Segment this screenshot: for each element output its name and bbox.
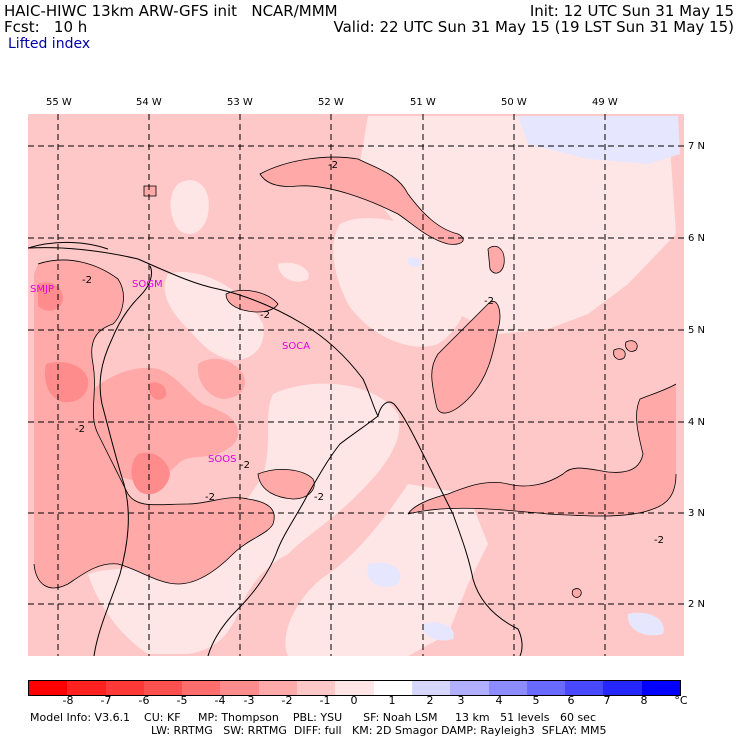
- border-suriname-guyane: [207, 415, 379, 656]
- colorbar-label: -1: [319, 694, 331, 707]
- coastline: [28, 247, 523, 656]
- border-guyana-suriname: [93, 265, 153, 656]
- colorbar-swatch: [143, 681, 183, 695]
- lon-label: 52 W: [318, 97, 344, 108]
- colorbar-label: -5: [176, 694, 188, 707]
- station-label: SMJP: [30, 284, 54, 295]
- model-info-line2: LW: RRTMG SW: RRTMG DIFF: full KM: 2D Sm…: [151, 724, 607, 737]
- contour-label: -2: [654, 535, 664, 546]
- lat-label: 4 N: [688, 417, 706, 428]
- contour-label: -2: [205, 492, 215, 503]
- colorbar-label: -2: [281, 694, 293, 707]
- model-info-line1: Model Info: V3.6.1 CU: KF MP: Thompson P…: [30, 711, 597, 724]
- lon-label: 49 W: [592, 97, 618, 108]
- lifted-index-map: [28, 114, 684, 656]
- colorbar-label: -7: [100, 694, 112, 707]
- lat-label: 6 N: [688, 233, 706, 244]
- colorbar-label: -4: [214, 694, 226, 707]
- shade-positive-regions: [367, 116, 680, 641]
- lat-label: 2 N: [688, 599, 706, 610]
- colorbar-swatch: [335, 681, 374, 695]
- colorbar-swatch: [565, 681, 604, 695]
- contour-label: -2: [328, 160, 338, 171]
- station-label: SOGM: [132, 279, 163, 290]
- colorbar-label: -8: [62, 694, 74, 707]
- lat-label: 3 N: [688, 508, 706, 519]
- contour-label: -2: [484, 296, 494, 307]
- colorbar-swatch: [297, 681, 336, 695]
- colorbar-label: -3: [243, 694, 255, 707]
- station-label: SOCA: [282, 341, 311, 352]
- colorbar-label: 4: [495, 694, 503, 707]
- colorbar-swatch: [67, 681, 106, 695]
- header-forecast-hour: Fcst: 10 h: [4, 18, 88, 36]
- header-init-time: Init: 12 UTC Sun 31 May 15: [529, 2, 734, 20]
- colorbar-swatch: [641, 681, 681, 695]
- colorbar-swatch: [29, 681, 68, 695]
- colorbar-swatch: [450, 681, 489, 695]
- shade-neg4-regions: [38, 282, 170, 495]
- colorbar-swatch: [411, 681, 451, 695]
- border-northwest: [28, 241, 109, 250]
- lon-label: 50 W: [501, 97, 527, 108]
- shade-neg3-regions: [34, 157, 676, 598]
- field-name: Lifted index: [8, 36, 91, 52]
- colorbar-swatch: [182, 681, 221, 695]
- colorbar-swatch: [373, 681, 412, 695]
- colorbar-swatch: [603, 681, 642, 695]
- colorbar-label: 0: [350, 694, 358, 707]
- lon-label: 55 W: [46, 97, 72, 108]
- colorbar-label: -6: [138, 694, 150, 707]
- lon-label: 53 W: [227, 97, 253, 108]
- colorbar: [28, 680, 681, 696]
- lat-label: 5 N: [688, 325, 706, 336]
- colorbar-label: 2: [426, 694, 434, 707]
- contour-lines: [33, 156, 677, 598]
- colorbar-label: 1: [388, 694, 396, 707]
- lat-label: 7 N: [688, 141, 706, 152]
- colorbar-label: 6: [567, 694, 575, 707]
- colorbar-swatch: [258, 681, 298, 695]
- colorbar-swatch: [105, 681, 144, 695]
- colorbar-label: 7: [603, 694, 611, 707]
- contour-label: -2: [240, 460, 250, 471]
- contour-label: -2: [82, 275, 92, 286]
- colorbar-label: 3: [457, 694, 465, 707]
- lon-label: 51 W: [410, 97, 436, 108]
- station-label: SOOS: [208, 454, 237, 465]
- colorbar-label: 5: [532, 694, 540, 707]
- header-valid-time: Valid: 22 UTC Sun 31 May 15 (19 LST Sun …: [333, 18, 734, 36]
- contour-label: -2: [75, 424, 85, 435]
- colorbar-unit: °C: [674, 694, 688, 707]
- lat-lon-grid: [28, 114, 684, 656]
- colorbar-label: 8: [640, 694, 648, 707]
- colorbar-swatch: [220, 681, 259, 695]
- contour-label: -2: [314, 492, 324, 503]
- contour-label: -2: [260, 310, 270, 321]
- boundaries: [28, 241, 523, 656]
- lon-label: 54 W: [136, 97, 162, 108]
- colorbar-swatch: [488, 681, 527, 695]
- header-model-title: HAIC-HIWC 13km ARW-GFS init NCAR/MMM: [4, 2, 338, 20]
- colorbar-swatch: [526, 681, 566, 695]
